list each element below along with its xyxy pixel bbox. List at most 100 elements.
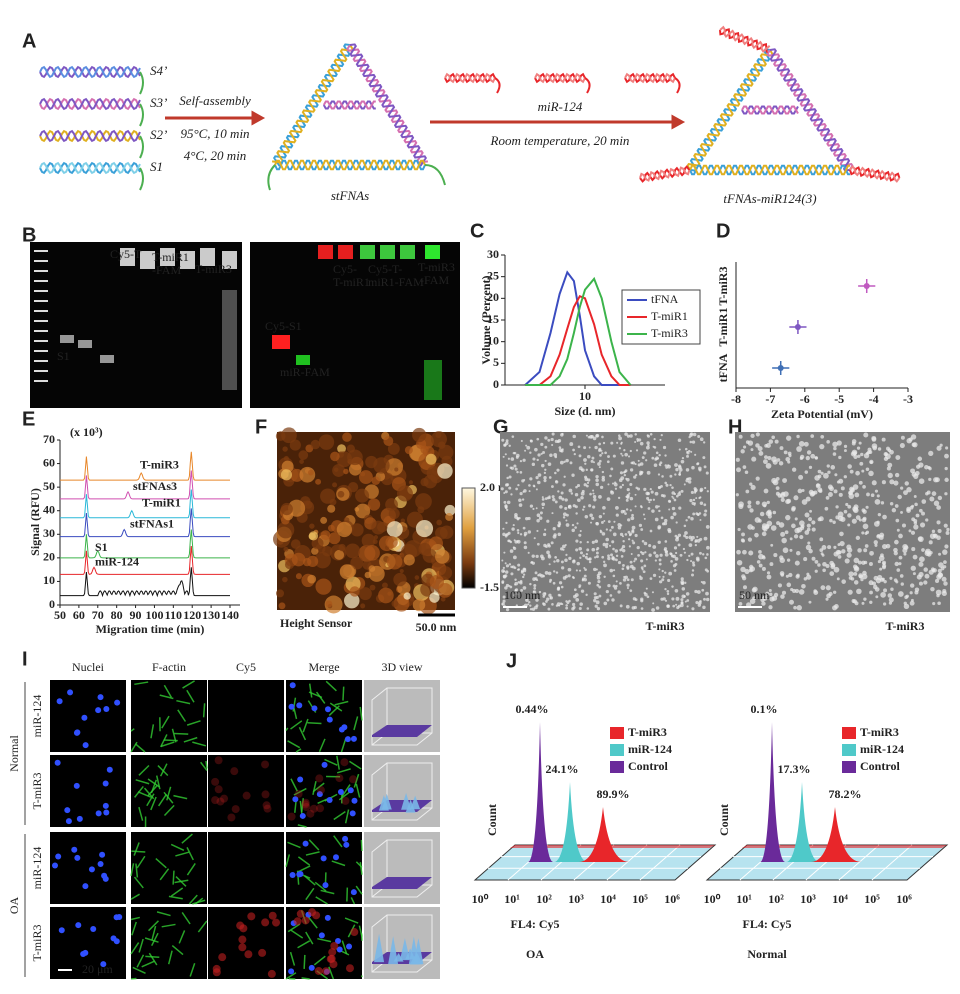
afm-spot (445, 513, 454, 521)
particle (629, 496, 634, 501)
particle (599, 485, 604, 489)
afm-spot (435, 526, 448, 540)
group-label: Normal (7, 735, 21, 772)
particle (935, 578, 940, 583)
cy5-signal (258, 948, 267, 957)
actin (344, 917, 359, 924)
particle (696, 535, 699, 538)
particle (925, 492, 929, 496)
particle (791, 467, 797, 472)
particle (822, 568, 826, 573)
particle (519, 533, 523, 536)
particle (904, 481, 909, 486)
actin (331, 860, 346, 867)
particle (660, 516, 664, 520)
ladder-band (34, 340, 48, 342)
particle (704, 486, 707, 490)
nucleus (100, 961, 107, 968)
particle (648, 544, 652, 548)
helix-strand (639, 166, 691, 182)
particle (827, 470, 831, 474)
cy5-signal (212, 968, 221, 977)
helix-strand (686, 49, 774, 171)
particle (629, 434, 633, 438)
particle (560, 449, 564, 453)
particle (621, 548, 626, 553)
particle (508, 475, 512, 479)
peak (378, 795, 389, 811)
cy5-signal (316, 804, 325, 813)
actin (130, 942, 140, 955)
particle (744, 568, 750, 574)
particle (631, 513, 634, 517)
particle (685, 468, 690, 472)
particle (900, 510, 903, 514)
nucleus (296, 702, 303, 709)
actin (163, 739, 178, 742)
particle (883, 602, 887, 606)
helix-strand (39, 65, 141, 79)
particle (887, 462, 893, 468)
trace-label: T-miR1 (142, 495, 181, 509)
nucleus (337, 789, 344, 796)
particle (619, 582, 622, 585)
particle (804, 530, 810, 535)
particle (913, 524, 919, 530)
afm-spot (277, 521, 295, 539)
particle (858, 480, 863, 485)
particle (586, 607, 590, 610)
afm-spot (403, 592, 411, 600)
particle (645, 459, 648, 462)
particle (862, 570, 867, 576)
particle (706, 545, 710, 550)
nucleus (80, 950, 87, 957)
particle (548, 476, 552, 479)
label: miR-124 (538, 99, 583, 114)
particle (781, 537, 787, 544)
actin (314, 881, 327, 892)
particle (945, 446, 949, 450)
nucleus (103, 706, 110, 713)
band (318, 245, 333, 259)
particle (594, 556, 597, 559)
particle (646, 441, 650, 445)
particle (821, 553, 825, 557)
particle (936, 535, 941, 541)
particle (502, 527, 505, 530)
actin (170, 843, 185, 851)
particle (656, 457, 659, 460)
particle (838, 492, 843, 497)
particle (851, 518, 857, 524)
helix-strand (741, 105, 799, 115)
nucleus (88, 866, 95, 873)
particle (630, 461, 634, 465)
particle (749, 598, 756, 605)
particle (547, 571, 552, 576)
particle (685, 592, 690, 596)
particle (686, 477, 689, 480)
particle (564, 575, 568, 579)
legend-label: T-miR1 (651, 309, 688, 323)
particle (605, 545, 609, 549)
particle (855, 515, 861, 520)
nucleus (54, 759, 61, 766)
nucleus (74, 854, 81, 861)
particle (582, 554, 585, 558)
nucleus (110, 935, 117, 942)
particle (814, 560, 819, 564)
particle (577, 498, 581, 503)
particle (683, 551, 687, 554)
particle (799, 535, 804, 540)
nucleus (292, 796, 299, 803)
afm-spot (322, 545, 333, 557)
particle (768, 589, 772, 593)
afm-spot (412, 598, 426, 612)
particle (624, 512, 627, 516)
particle (703, 513, 707, 517)
particle (744, 470, 749, 474)
particle (583, 458, 587, 462)
particle (552, 581, 556, 585)
actin (360, 839, 363, 852)
x-tick-label: 60 (73, 608, 85, 622)
particle (857, 560, 862, 565)
